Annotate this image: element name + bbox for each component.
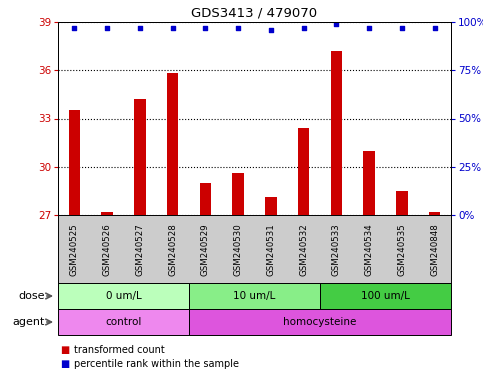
Bar <box>58 283 189 309</box>
Bar <box>199 183 211 215</box>
Text: GSM240848: GSM240848 <box>430 223 439 276</box>
Text: GSM240532: GSM240532 <box>299 223 308 276</box>
Bar <box>69 111 80 215</box>
Point <box>267 26 275 33</box>
Text: GSM240535: GSM240535 <box>398 223 406 276</box>
Point <box>300 25 308 31</box>
Text: GSM240527: GSM240527 <box>135 223 144 276</box>
Text: GSM240526: GSM240526 <box>102 223 112 276</box>
Bar <box>232 173 244 215</box>
Text: GSM240525: GSM240525 <box>70 223 79 276</box>
Text: percentile rank within the sample: percentile rank within the sample <box>74 359 239 369</box>
Point <box>234 25 242 31</box>
Point <box>169 25 176 31</box>
Text: homocysteine: homocysteine <box>284 317 356 327</box>
Bar <box>189 309 451 335</box>
Bar <box>101 212 113 215</box>
Text: control: control <box>105 317 142 327</box>
Bar <box>58 309 189 335</box>
Bar <box>320 283 451 309</box>
Text: 10 um/L: 10 um/L <box>233 291 276 301</box>
Bar <box>298 128 309 215</box>
Bar <box>134 99 145 215</box>
Point <box>365 25 373 31</box>
Point <box>103 25 111 31</box>
Point <box>71 25 78 31</box>
Text: 0 um/L: 0 um/L <box>106 291 142 301</box>
Text: transformed count: transformed count <box>74 345 165 355</box>
Point <box>332 21 340 27</box>
Bar <box>189 283 320 309</box>
Point <box>136 25 144 31</box>
Bar <box>396 191 408 215</box>
Text: ■: ■ <box>60 345 69 355</box>
Bar <box>331 51 342 215</box>
Text: GSM240531: GSM240531 <box>267 223 275 276</box>
Text: GSM240530: GSM240530 <box>234 223 242 276</box>
Text: ■: ■ <box>60 359 69 369</box>
Text: dose: dose <box>18 291 45 301</box>
Text: GSM240534: GSM240534 <box>365 223 374 276</box>
Bar <box>167 73 178 215</box>
Text: 100 um/L: 100 um/L <box>361 291 410 301</box>
Point <box>398 25 406 31</box>
Text: agent: agent <box>13 317 45 327</box>
Bar <box>363 151 375 215</box>
Point <box>431 25 439 31</box>
Text: GSM240528: GSM240528 <box>168 223 177 276</box>
Bar <box>429 212 440 215</box>
Text: GDS3413 / 479070: GDS3413 / 479070 <box>191 6 317 19</box>
Text: GSM240529: GSM240529 <box>201 223 210 276</box>
Bar <box>265 197 277 215</box>
Point <box>201 25 209 31</box>
Text: GSM240533: GSM240533 <box>332 223 341 276</box>
